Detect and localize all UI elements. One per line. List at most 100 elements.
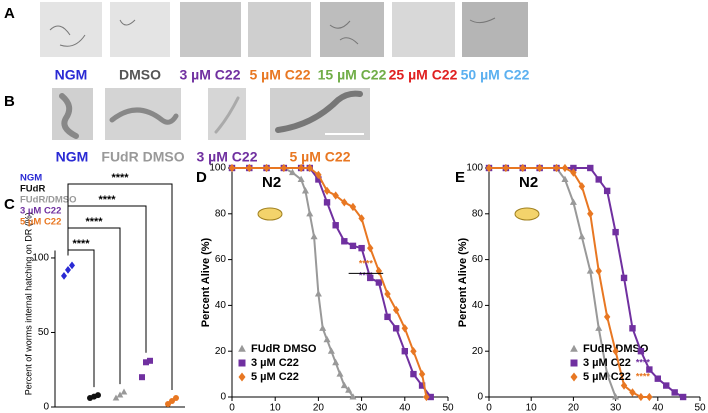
marker xyxy=(228,163,236,173)
marker xyxy=(238,359,246,367)
marker xyxy=(340,381,348,389)
marker xyxy=(375,266,383,276)
marker xyxy=(637,348,645,355)
y-axis-title: Percent Alive (%) xyxy=(200,237,212,327)
x-tick-label: 20 xyxy=(313,403,325,413)
marker xyxy=(332,222,339,229)
marker xyxy=(536,163,543,173)
marker xyxy=(570,372,578,382)
marker xyxy=(61,271,67,280)
marker xyxy=(519,163,526,173)
worm xyxy=(59,93,79,139)
marker xyxy=(238,372,246,382)
photo-texture xyxy=(49,17,496,47)
marker xyxy=(301,187,309,194)
photo xyxy=(208,88,246,140)
marker xyxy=(288,168,296,176)
marker xyxy=(603,370,611,377)
marker xyxy=(367,274,374,282)
legend-label: 5 µM C22 xyxy=(251,371,299,383)
marker xyxy=(310,232,318,240)
marker xyxy=(238,344,246,352)
marker xyxy=(418,369,426,379)
caption: DMSO xyxy=(119,67,161,83)
marker xyxy=(143,359,149,366)
caption: 15 µM C22 xyxy=(318,67,387,83)
marker xyxy=(612,347,619,356)
marker xyxy=(306,163,313,173)
caption: 50 µM C22 xyxy=(461,67,530,83)
significance-label: **** xyxy=(85,216,103,228)
marker xyxy=(173,395,179,402)
caption: NGM xyxy=(56,149,89,165)
caption: NGM xyxy=(55,67,88,83)
marker xyxy=(587,209,594,218)
marker xyxy=(595,266,602,276)
bacterium-icon xyxy=(257,207,283,221)
legend-label: FUdR xyxy=(20,184,45,195)
marker xyxy=(553,163,560,173)
y-tick-label: 20 xyxy=(472,346,484,357)
y-tick-label: 0 xyxy=(43,402,49,413)
marker xyxy=(418,382,426,389)
marker xyxy=(586,267,594,274)
bacterium-icon xyxy=(514,207,540,221)
marker xyxy=(323,199,331,206)
photo xyxy=(248,2,311,57)
marker xyxy=(319,324,327,331)
marker xyxy=(375,279,383,286)
y-axis-title: Percent of worms internal hatching on DR… xyxy=(23,212,33,395)
significance-label: **** xyxy=(98,194,116,206)
worm xyxy=(214,96,240,134)
marker xyxy=(561,175,569,183)
marker xyxy=(595,324,603,331)
marker xyxy=(612,228,619,236)
marker xyxy=(401,324,408,333)
marker xyxy=(116,391,124,398)
marker xyxy=(327,347,335,354)
significance-label: **** xyxy=(359,259,374,269)
marker xyxy=(587,164,594,172)
marker xyxy=(336,370,344,377)
marker xyxy=(502,163,510,173)
marker xyxy=(349,202,357,212)
marker xyxy=(314,290,322,297)
marker xyxy=(358,214,365,223)
marker xyxy=(95,392,101,399)
marker xyxy=(410,370,417,378)
y-tick-label: 40 xyxy=(215,300,227,311)
photo xyxy=(40,2,102,57)
photos-b xyxy=(52,88,370,140)
legend-label: 5 µM C22 xyxy=(20,217,61,228)
significance-label: **** xyxy=(359,271,374,281)
marker xyxy=(332,358,340,366)
marker xyxy=(65,265,71,274)
caption: 5 µM C22 xyxy=(290,149,351,165)
photo xyxy=(392,2,455,57)
marker xyxy=(323,335,331,343)
marker xyxy=(280,163,288,173)
x-tick-label: 20 xyxy=(568,403,580,413)
marker xyxy=(603,187,611,195)
marker xyxy=(569,198,577,205)
marker xyxy=(345,386,353,393)
marker xyxy=(341,198,348,207)
marker xyxy=(485,163,493,173)
marker xyxy=(654,375,661,382)
photo xyxy=(320,2,384,57)
y-tick-label: 100 xyxy=(32,253,49,264)
x-tick-label: 50 xyxy=(694,403,706,413)
x-tick-label: 0 xyxy=(486,403,492,413)
marker xyxy=(663,382,670,389)
significance-label: **** xyxy=(111,172,129,184)
caption: 3 µM C22 xyxy=(197,149,258,165)
legend-label: 3 µM C22 xyxy=(583,357,631,369)
legend-label: 5 µM C22 xyxy=(583,371,631,383)
marker xyxy=(332,191,339,200)
marker xyxy=(297,175,305,183)
significance-label: **** xyxy=(636,371,651,381)
marker xyxy=(392,305,400,315)
marker xyxy=(637,392,645,402)
marker xyxy=(367,243,374,253)
